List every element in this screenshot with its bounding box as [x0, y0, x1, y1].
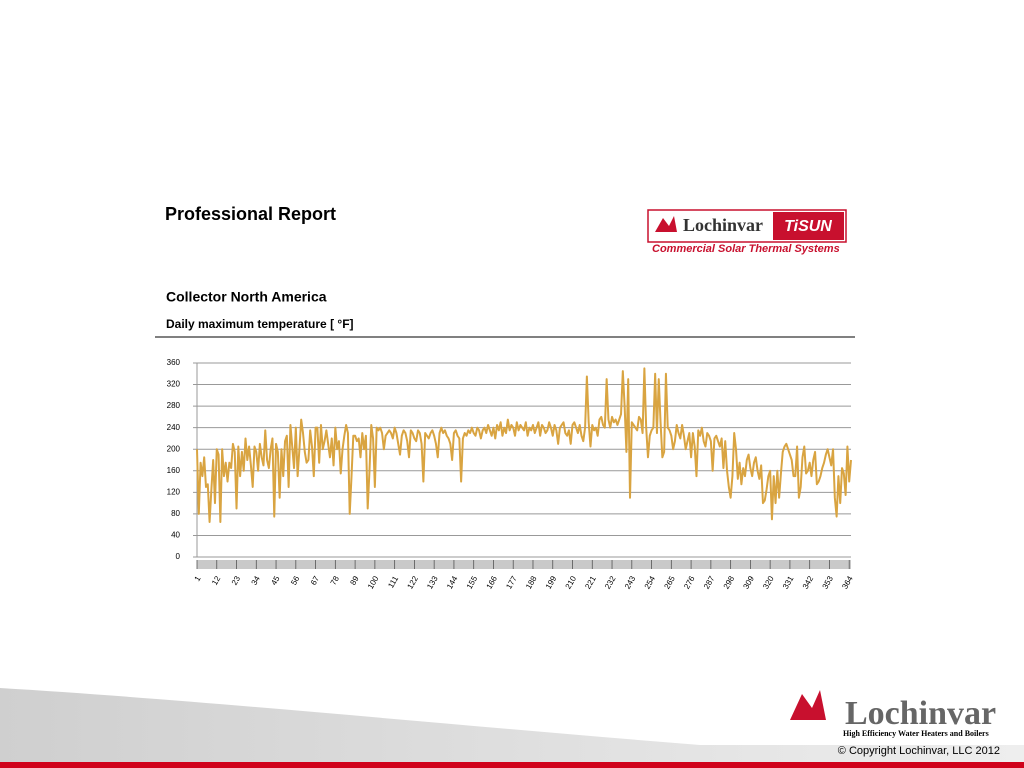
- x-tick-label: 287: [702, 574, 717, 591]
- x-tick-label: 276: [682, 574, 697, 591]
- x-tick-label: 1: [193, 574, 203, 583]
- plot: 0 40 80 120 160 200 240 280 320 360 1 12 23 34 45 56 67 7…: [167, 358, 855, 591]
- x-tick-label: 89: [348, 574, 361, 587]
- footer-brand: Lochinvar: [845, 695, 996, 732]
- x-tick-label: 67: [309, 574, 322, 587]
- x-tick-label: 188: [524, 574, 539, 591]
- y-tick-label: 120: [167, 487, 181, 496]
- x-axis-hatch: [197, 560, 851, 569]
- y-tick-label: 360: [167, 358, 181, 367]
- x-tick-label: 265: [662, 574, 677, 591]
- x-tick-label: 12: [210, 574, 223, 587]
- footer-logo-icon: [790, 690, 826, 720]
- logo-icon: [655, 216, 677, 232]
- x-tick-label: 210: [564, 574, 579, 591]
- y-tick-label: 320: [167, 380, 181, 389]
- x-tick-label: 56: [289, 574, 302, 587]
- x-tick-label: 45: [269, 574, 282, 587]
- x-tick-label: 177: [504, 574, 519, 591]
- x-tick-label: 122: [405, 574, 420, 591]
- y-tick-label: 80: [171, 509, 180, 518]
- y-tick-label: 280: [167, 401, 181, 410]
- x-tick-label: 78: [329, 574, 342, 587]
- x-tick-label: 320: [761, 574, 776, 591]
- y-tick-label: 160: [167, 466, 181, 475]
- x-tick-label: 331: [781, 574, 796, 591]
- x-tick-label: 144: [445, 574, 460, 591]
- x-tick-label: 353: [821, 574, 836, 591]
- x-tick-label: 155: [465, 574, 480, 591]
- x-tick-label: 254: [643, 574, 658, 591]
- y-tick-label: 200: [167, 444, 181, 453]
- series-line: [196, 367, 852, 523]
- chart-subtitle: Daily maximum temperature [ °F]: [166, 317, 354, 331]
- x-tick-label: 34: [250, 574, 263, 587]
- x-tick-label: 133: [425, 574, 440, 591]
- top-logo: Lochinvar TiSUN Commercial Solar Thermal…: [647, 209, 847, 255]
- x-tick-label: 166: [485, 574, 500, 591]
- footer-tagline: High Efficiency Water Heaters and Boiler…: [843, 729, 989, 738]
- x-tick-label: 232: [603, 574, 618, 591]
- x-tick-label: 199: [544, 574, 559, 591]
- floor-band: [0, 688, 1024, 768]
- x-tick-label: 298: [722, 574, 737, 591]
- x-tick-label: 100: [366, 574, 381, 591]
- chart-title: Collector North America: [166, 289, 327, 305]
- copyright: © Copyright Lochinvar, LLC 2012: [838, 745, 1000, 757]
- x-tick-label: 111: [386, 574, 400, 590]
- logo-tagline: Commercial Solar Thermal Systems: [652, 243, 840, 255]
- report-title: Professional Report: [165, 204, 336, 224]
- bottom-decor: Lochinvar High Efficiency Water Heaters …: [0, 688, 1024, 768]
- x-tick-label: 309: [741, 574, 756, 591]
- x-tick-label: 364: [840, 574, 855, 591]
- y-tick-label: 0: [176, 552, 181, 561]
- red-strip: [0, 762, 1024, 768]
- x-tick-label: 342: [801, 574, 816, 591]
- x-tick-label: 221: [583, 574, 598, 591]
- logo-tisun: TiSUN: [784, 218, 832, 235]
- y-tick-label: 40: [171, 531, 180, 540]
- logo-tisun-bg: [773, 212, 844, 240]
- y-tick-label: 240: [167, 423, 181, 432]
- x-tick-label: 243: [623, 574, 638, 591]
- logo-brand: Lochinvar: [683, 215, 763, 235]
- x-tick-label: 23: [230, 574, 243, 587]
